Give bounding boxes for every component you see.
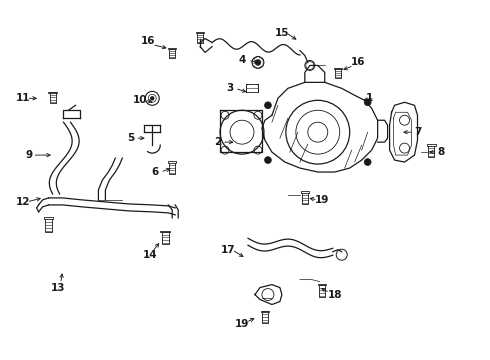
Text: 6: 6 — [151, 167, 159, 177]
Bar — [160, 231, 170, 233]
Circle shape — [364, 99, 371, 106]
Bar — [197, 32, 203, 42]
Bar — [262, 311, 268, 323]
Text: 1: 1 — [366, 93, 373, 103]
Circle shape — [364, 159, 371, 166]
Text: 16: 16 — [350, 58, 365, 67]
Circle shape — [252, 57, 264, 68]
Text: 10: 10 — [133, 95, 147, 105]
Circle shape — [265, 157, 271, 163]
Bar — [196, 32, 204, 33]
Bar — [44, 217, 53, 219]
Text: 9: 9 — [25, 150, 32, 160]
Text: 5: 5 — [127, 133, 134, 143]
Bar — [334, 68, 342, 69]
Text: 19: 19 — [235, 319, 249, 329]
Text: 4: 4 — [238, 55, 245, 66]
Bar — [261, 311, 269, 312]
Bar — [49, 92, 55, 103]
Bar — [169, 162, 175, 174]
Bar — [302, 192, 308, 204]
Bar — [168, 48, 176, 49]
Text: 19: 19 — [315, 195, 329, 205]
Text: 2: 2 — [215, 137, 221, 147]
Text: 7: 7 — [414, 127, 421, 137]
Bar — [168, 161, 176, 163]
Bar — [318, 284, 326, 285]
Text: 8: 8 — [438, 147, 445, 157]
Bar — [162, 232, 169, 244]
Bar — [335, 68, 341, 78]
Bar — [428, 145, 435, 157]
Text: 18: 18 — [327, 289, 342, 300]
Text: 3: 3 — [226, 84, 234, 93]
Text: 14: 14 — [143, 250, 158, 260]
Text: 15: 15 — [275, 28, 289, 37]
Bar — [45, 218, 52, 232]
Bar — [427, 144, 436, 146]
Bar — [169, 49, 175, 58]
Text: 13: 13 — [51, 283, 66, 293]
Circle shape — [151, 97, 154, 100]
Circle shape — [265, 102, 271, 109]
Bar — [49, 91, 57, 93]
Text: 17: 17 — [220, 245, 235, 255]
Bar — [246, 84, 258, 92]
Bar — [319, 285, 325, 297]
Text: 11: 11 — [15, 93, 30, 103]
Circle shape — [255, 59, 261, 66]
Text: 12: 12 — [15, 197, 30, 207]
Bar — [301, 191, 309, 193]
Text: 16: 16 — [141, 36, 155, 46]
